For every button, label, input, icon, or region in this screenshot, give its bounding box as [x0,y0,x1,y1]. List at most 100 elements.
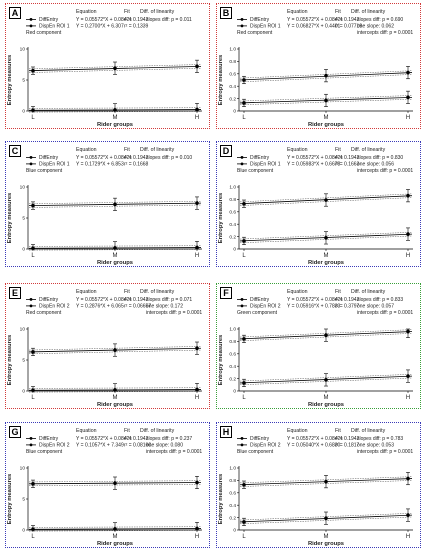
data-point [195,480,199,485]
header-fit: Fit [335,9,341,15]
data-point [242,520,246,524]
panel-B-label: B [220,7,232,19]
linearity-stat: intercepts diff: p = 0.0001 [146,449,202,455]
panel-F: Equation Fit Diff. of linearity DiffEntry Y … [216,283,421,409]
data-point [242,239,246,243]
linearity-stat: intercepts diff: p = 0.0001 [357,310,413,316]
y-tick-label: 10 [20,47,26,53]
data-point [406,374,410,378]
linearity-stat: one slope: 0.080 [146,443,183,449]
component-label: Red component [237,30,273,36]
y-tick-label: 0.2 [229,234,236,240]
data-point [195,107,199,112]
legend-fit: r² = 0.1942 [335,297,360,303]
data-point [242,337,246,341]
y-tick-label: 1.0 [229,327,236,333]
panel-A-plot: Equation Fit Diff. of linearity DiffEntry Y … [7,9,202,128]
confidence-band-lower [28,111,202,113]
data-point [242,482,246,487]
legend-fit: r² = 0.1942 [335,436,360,442]
linearity-stat: one slope: 0.172 [146,304,183,310]
legend-equation: Y = 0.1729*X + 6.853 [76,162,124,168]
x-tick-label: H [195,115,199,121]
x-tick-label: M [113,534,118,540]
header-equation: Equation [76,428,97,434]
data-point [242,101,246,105]
data-point [113,388,117,392]
y-tick-label: 0.6 [229,72,236,78]
y-tick-label: 10 [20,327,26,333]
legend-series-name: DiffEntry [39,155,59,161]
x-axis-label: Rider groups [308,260,344,266]
data-point [113,348,117,352]
linearity-stat: slopes diff: p = 0.690 [357,17,403,23]
component-label: Blue component [237,168,274,174]
y-tick-label: 5 [22,358,25,364]
legend-series-name: DispEn ROI 2 [39,304,70,310]
y-tick-label: 0.6 [229,352,236,358]
linearity-stat: one slope: 0.062 [357,24,394,30]
y-tick-label: 0 [233,389,236,395]
y-tick-label: 0 [233,247,236,253]
linearity-stat: slopes diff: p = 0.010 [146,155,192,161]
legend-equation: Y = 0.05040*X + 0.6830 [287,443,341,449]
y-tick-label: 10 [20,466,26,472]
x-tick-label: L [242,534,246,540]
panel-E-plot: Equation Fit Diff. of linearity DiffEntry Y … [7,289,202,408]
data-point [324,98,328,103]
legend-equation: Y = 0.05572*X + 0.08421 [287,297,343,303]
panel-H-plot: Equation Fit Diff. of linearity DiffEntry Y … [218,428,413,547]
confidence-band-lower [28,249,202,251]
y-tick-label: 0.8 [229,339,236,345]
data-point [31,350,35,354]
x-tick-label: M [324,253,329,259]
panel-E: Equation Fit Diff. of linearity DiffEntry Y … [5,283,210,409]
legend-equation: Y = 0.2876*X + 6.065 [76,304,124,310]
y-axis-label: Entropy measures [218,193,224,244]
data-point [406,476,410,481]
linearity-stat: one slope: 0.056 [357,162,394,168]
x-tick-label: H [406,253,410,259]
data-point [31,68,35,73]
data-point [113,202,117,207]
legend-series-name: DiffEntry [250,297,270,303]
linearity-stat: slopes diff: p = 0.011 [146,17,192,23]
component-label: Blue component [26,449,63,455]
x-axis-label: Rider groups [308,402,344,408]
data-point [195,201,199,205]
legend-marker [240,24,244,28]
header-equation: Equation [76,289,97,295]
header-equation: Equation [287,428,308,434]
header-fit: Fit [124,289,130,295]
legend-marker [29,443,33,447]
data-point [113,66,117,71]
data-point [406,232,410,236]
legend-equation: Y = 0.05572*X + 0.08421 [287,155,343,161]
x-tick-label: M [113,253,118,259]
panel-D-label: D [220,145,232,157]
x-tick-label: H [406,115,410,121]
header-equation: Equation [76,9,97,15]
panel-F-label: F [220,287,232,299]
y-tick-label: 0.8 [229,197,236,203]
y-tick-label: 10 [20,185,26,191]
x-tick-label: L [242,395,246,401]
header-diff-of-linearity: Diff. of linearity [140,147,175,153]
header-fit: Fit [335,428,341,434]
data-point [31,482,35,486]
legend-equation: Y = 0.2700*X + 6.307 [76,24,124,30]
legend-equation: Y = 0.05572*X + 0.08421 [76,436,132,442]
component-label: Blue component [26,168,63,174]
legend-fit: r² = 0.3797 [335,304,360,310]
y-tick-label: 0.8 [229,59,236,65]
legend-series-name: DispEn ROI 1 [39,162,70,168]
legend-marker [29,24,33,28]
component-label: Blue component [237,449,274,455]
legend-marker [29,162,33,166]
linearity-stat: intercepts diff: p = 0.0001 [146,310,202,316]
legend-series-name: DiffEntry [39,297,59,303]
legend-marker [240,298,244,301]
legend-series-name: DiffEntry [250,155,270,161]
y-tick-label: 0.4 [229,503,236,509]
header-fit: Fit [124,428,130,434]
